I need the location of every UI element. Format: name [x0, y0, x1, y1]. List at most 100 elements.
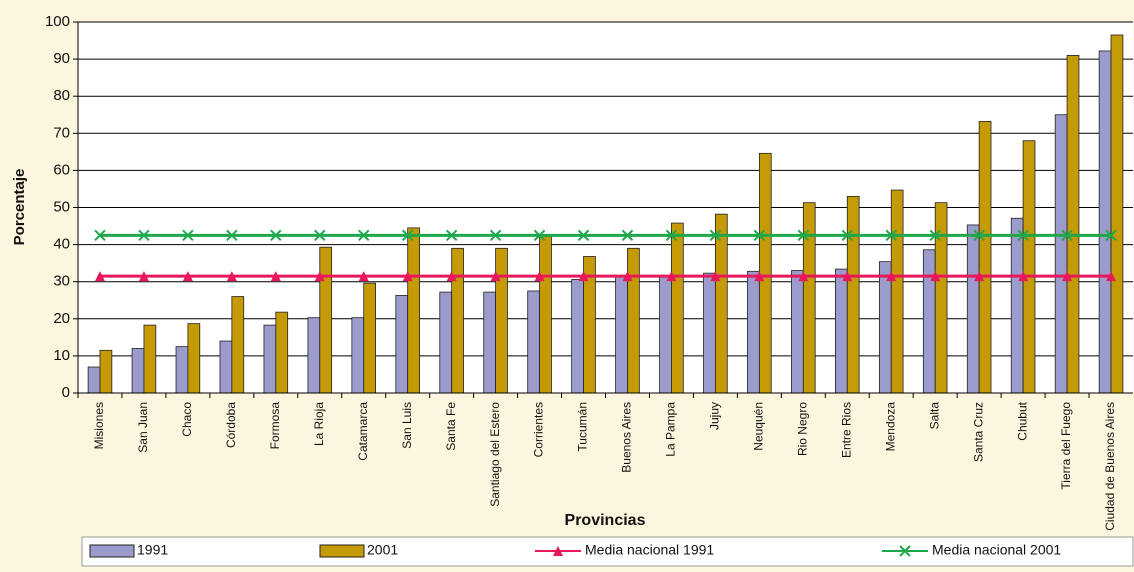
x-tick-label: La Rioja	[312, 402, 326, 446]
bar	[714, 213, 728, 394]
bar	[922, 249, 936, 394]
bar	[407, 227, 420, 394]
bar	[703, 272, 716, 394]
mean-marker	[533, 229, 546, 242]
bar	[835, 268, 848, 394]
legend-label: 1991	[137, 542, 168, 558]
bar	[1010, 217, 1024, 394]
x-tick-label: Santa Fe	[444, 402, 458, 451]
bar	[483, 291, 497, 394]
bar	[1022, 140, 1036, 394]
y-axis-label: Porcentaje	[11, 169, 28, 246]
mean-marker	[138, 229, 150, 242]
x-tick-label: Buenos Aires	[620, 402, 634, 473]
bar	[878, 261, 892, 394]
bar	[131, 348, 145, 394]
mean-marker	[930, 271, 941, 282]
mean-marker	[885, 229, 897, 242]
bar	[319, 246, 333, 394]
x-tick-label: Salta	[927, 402, 941, 430]
mean-marker	[665, 229, 678, 242]
mean-marker	[577, 229, 590, 242]
bar	[275, 311, 289, 394]
x-tick-label: Entre Rios	[839, 402, 853, 458]
x-tick-label: Neuquén	[752, 402, 766, 451]
bar	[1110, 34, 1124, 394]
mean-marker	[182, 271, 193, 282]
mean-marker	[1061, 229, 1073, 242]
mean-marker	[402, 271, 413, 282]
bar	[99, 349, 113, 394]
bar	[615, 276, 628, 394]
mean-marker	[553, 546, 563, 556]
bar	[747, 270, 760, 394]
y-tick-label: 0	[62, 384, 70, 401]
bar	[1066, 54, 1080, 394]
x-tick-label: Santa Cruz	[971, 402, 985, 462]
mean-marker	[621, 229, 634, 242]
y-tick-label: 60	[53, 161, 70, 178]
x-tick-label: Misiones	[92, 402, 106, 449]
mean-marker	[94, 229, 106, 242]
mean-marker	[754, 271, 765, 282]
bar	[966, 224, 980, 394]
mean-marker	[1105, 229, 1117, 242]
legend	[81, 536, 1134, 567]
bar	[627, 247, 640, 394]
mean-marker	[445, 229, 458, 242]
mean-marker	[358, 229, 370, 242]
x-tick-label: La Pampa	[664, 402, 678, 457]
bar	[934, 202, 948, 394]
mean-marker	[94, 271, 105, 282]
bar	[363, 282, 376, 394]
bar	[143, 324, 157, 394]
mean-marker	[226, 229, 238, 242]
bar	[351, 317, 365, 394]
y-tick-label: 20	[53, 310, 70, 327]
bar	[978, 121, 992, 394]
mean-marker	[1017, 229, 1029, 242]
mean-marker	[578, 271, 589, 282]
mean-marker	[841, 229, 853, 242]
x-tick-label: Mendoza	[883, 402, 897, 452]
bar	[175, 346, 189, 394]
legend-swatch	[319, 544, 365, 558]
legend-label: Media nacional 2001	[932, 542, 1061, 558]
mean-marker	[489, 229, 502, 242]
x-tick-label: Formosa	[268, 402, 282, 450]
mean-marker	[490, 271, 501, 282]
x-tick-label: Córdoba	[224, 402, 238, 448]
mean-marker	[798, 271, 809, 282]
bar	[1098, 50, 1112, 394]
y-tick-label: 90	[53, 50, 70, 67]
bar	[539, 234, 552, 394]
bar	[527, 290, 540, 394]
mean-marker	[929, 229, 941, 242]
x-tick-label: Catamarca	[356, 402, 370, 461]
x-tick-label: Chubut	[1015, 401, 1029, 440]
mean-marker	[1062, 271, 1073, 282]
mean-marker	[709, 229, 722, 242]
mean-marker	[270, 229, 282, 242]
mean-marker	[314, 229, 326, 242]
mean-marker	[974, 271, 985, 282]
bar	[571, 279, 584, 394]
y-tick-label: 50	[53, 198, 70, 215]
x-tick-label: Jujuy	[708, 402, 722, 430]
bar	[791, 270, 804, 394]
mean-marker	[226, 271, 237, 282]
y-tick-label: 100	[45, 13, 70, 30]
mean-marker	[666, 271, 677, 282]
mean-marker	[797, 229, 810, 242]
bar	[846, 195, 860, 394]
y-tick-label: 10	[53, 347, 70, 364]
mean-marker	[358, 271, 369, 282]
y-tick-label: 70	[53, 124, 70, 141]
bar	[263, 324, 277, 394]
bar	[395, 295, 409, 394]
mean-marker	[710, 271, 721, 282]
y-tick-label: 80	[53, 87, 70, 104]
mean-marker	[886, 271, 897, 282]
